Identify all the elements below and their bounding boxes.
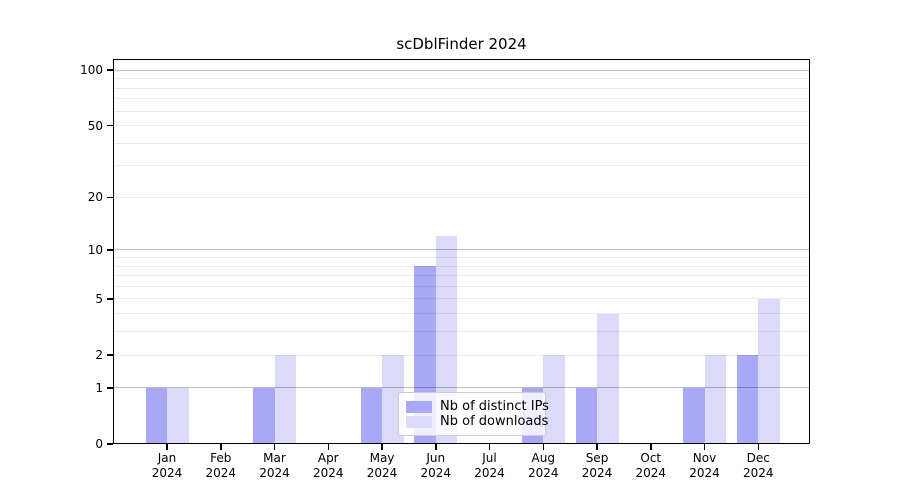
plot-area: Nb of distinct IPs Nb of downloads bbox=[113, 59, 810, 444]
x-axis-tick-label: Sep 2024 bbox=[581, 451, 613, 480]
x-axis-tick-label: Jan 2024 bbox=[151, 451, 183, 480]
bar-downloads-nov bbox=[704, 355, 726, 444]
y-axis-tick bbox=[107, 443, 113, 445]
legend-label-downloads: Nb of downloads bbox=[440, 414, 549, 429]
bar-downloads-sep bbox=[597, 313, 619, 444]
y-axis-tick bbox=[107, 354, 113, 356]
x-axis-tick bbox=[757, 444, 759, 450]
x-axis-tick bbox=[381, 444, 383, 450]
legend-entry-distinct-ips: Nb of distinct IPs bbox=[406, 399, 549, 414]
x-axis-tick bbox=[596, 444, 598, 450]
bar-distinct-ips-jan bbox=[145, 387, 167, 444]
y-axis-tick-label: 2 bbox=[95, 348, 103, 363]
bar-downloads-aug bbox=[543, 355, 565, 444]
x-axis-tick bbox=[650, 444, 652, 450]
x-axis-tick bbox=[488, 444, 491, 450]
y-axis-tick bbox=[107, 387, 113, 389]
x-axis-tick bbox=[273, 444, 276, 450]
y-axis-tick bbox=[107, 124, 113, 127]
legend: Nb of distinct IPs Nb of downloads bbox=[398, 392, 549, 436]
chart-title: scDblFinder 2024 bbox=[396, 35, 527, 53]
y-axis-tick-label: 10 bbox=[87, 242, 103, 257]
y-axis-tick-label: 20 bbox=[87, 190, 103, 205]
x-axis-tick-label: Dec 2024 bbox=[742, 451, 774, 480]
x-axis-tick-label: Oct 2024 bbox=[635, 451, 667, 480]
x-axis-tick-label: Mar 2024 bbox=[259, 451, 290, 480]
x-axis-tick-label: Aug 2024 bbox=[527, 451, 559, 480]
x-axis-tick-label: Jul 2024 bbox=[474, 451, 505, 480]
x-axis-tick bbox=[166, 444, 168, 450]
bar-downloads-mar bbox=[274, 355, 296, 444]
x-axis-tick bbox=[327, 444, 329, 450]
x-axis-tick-label: Apr 2024 bbox=[312, 451, 344, 480]
bar-distinct-ips-dec bbox=[736, 355, 759, 444]
x-axis-tick bbox=[435, 444, 437, 450]
x-axis-tick-label: Feb 2024 bbox=[205, 451, 237, 480]
y-axis-tick bbox=[107, 69, 113, 71]
legend-entry-downloads: Nb of downloads bbox=[406, 414, 548, 429]
y-axis-tick-label: 5 bbox=[95, 291, 103, 306]
bar-distinct-ips-nov bbox=[683, 387, 705, 444]
bar-downloads-dec bbox=[758, 298, 780, 444]
x-axis-tick-label: Jun 2024 bbox=[420, 451, 452, 480]
x-axis-tick bbox=[220, 444, 222, 450]
legend-swatch-downloads bbox=[406, 415, 432, 428]
y-axis-tick bbox=[107, 249, 113, 251]
legend-swatch-distinct-ips bbox=[406, 400, 432, 413]
bar-distinct-ips-mar bbox=[253, 387, 275, 444]
bar-distinct-ips-sep bbox=[575, 387, 597, 444]
y-axis-tick-label: 100 bbox=[80, 63, 103, 78]
y-axis-tick-label: 50 bbox=[87, 118, 103, 133]
bar-downloads-jan bbox=[167, 387, 189, 444]
x-axis-tick-label: May 2024 bbox=[366, 451, 398, 480]
x-axis-tick-label: Nov 2024 bbox=[689, 451, 720, 480]
x-axis-tick bbox=[703, 444, 706, 450]
y-axis-tick bbox=[107, 196, 113, 199]
y-axis-tick bbox=[107, 298, 113, 300]
legend-label-distinct-ips: Nb of distinct IPs bbox=[440, 399, 549, 414]
bars-layer bbox=[113, 59, 810, 444]
y-axis-tick-label: 1 bbox=[95, 380, 103, 395]
x-axis-tick bbox=[542, 444, 544, 450]
bar-distinct-ips-may bbox=[360, 387, 382, 444]
y-axis-tick-label: 0 bbox=[95, 437, 103, 451]
